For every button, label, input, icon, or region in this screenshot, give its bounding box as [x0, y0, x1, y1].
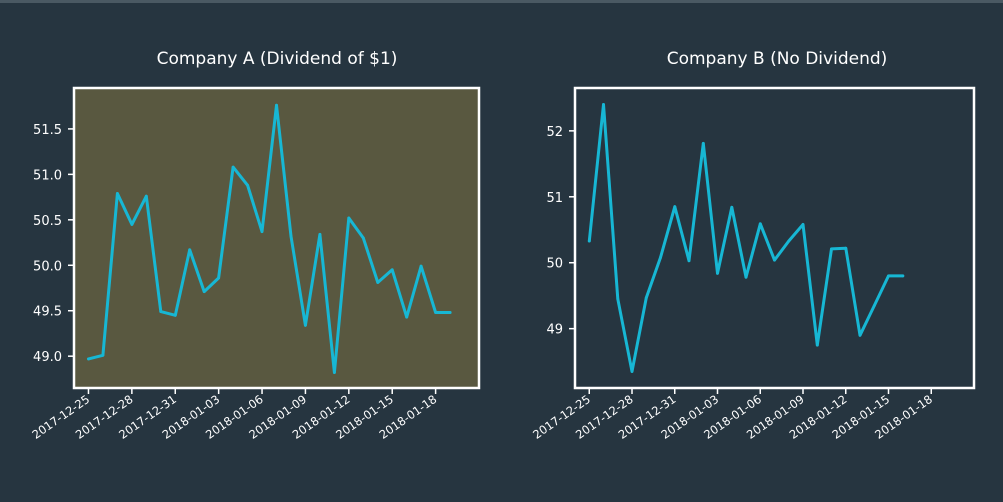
- data-point: [434, 311, 437, 314]
- chart-company-b: Company B (No Dividend) 495051522017-12-…: [530, 49, 976, 442]
- plot-frame: [72, 86, 481, 390]
- data-point: [901, 274, 905, 278]
- chart-title: Company A (Dividend of $1): [157, 49, 398, 69]
- data-point: [758, 222, 762, 226]
- data-point: [173, 313, 177, 317]
- y-tick-label: 50.0: [33, 259, 62, 274]
- data-point: [448, 311, 452, 314]
- data-point: [159, 310, 163, 313]
- data-point: [801, 223, 805, 226]
- series-line: [87, 103, 452, 374]
- data-point: [701, 142, 705, 145]
- y-tick-label: 49: [546, 323, 563, 338]
- y-tick-label: 52: [546, 125, 563, 140]
- data-point: [872, 304, 876, 307]
- data-point: [246, 183, 250, 187]
- y-tick-label: 49.5: [33, 305, 62, 320]
- data-point: [587, 239, 591, 243]
- data-point: [815, 343, 819, 347]
- data-point: [602, 103, 605, 106]
- chart-company-a: Company A (Dividend of $1) 49.0 49.5 50.0 5…: [29, 49, 481, 442]
- data-point: [333, 371, 336, 374]
- data-point: [419, 264, 423, 268]
- data-point: [644, 296, 648, 300]
- data-point: [730, 205, 734, 209]
- data-point: [887, 274, 890, 278]
- y-tick-label: 51.0: [33, 168, 62, 183]
- data-point: [101, 353, 105, 357]
- data-point: [231, 165, 235, 169]
- data-point: [659, 256, 662, 259]
- data-point: [390, 268, 394, 272]
- data-point: [830, 247, 833, 251]
- y-tick-label: 51.5: [33, 123, 62, 138]
- y-tick-label: 50: [546, 257, 563, 272]
- data-point: [716, 271, 719, 275]
- data-point: [188, 248, 192, 252]
- data-point: [347, 216, 351, 220]
- data-point: [361, 236, 365, 240]
- plot-area: [74, 88, 479, 388]
- plot-area: [575, 88, 974, 388]
- data-point: [787, 239, 791, 243]
- y-tick-label: 51: [546, 191, 563, 206]
- data-point: [304, 323, 307, 327]
- data-point: [289, 234, 293, 238]
- data-point: [858, 333, 862, 337]
- data-point: [376, 281, 380, 284]
- data-point: [144, 194, 148, 198]
- data-point: [318, 233, 322, 236]
- data-point: [405, 315, 409, 319]
- top-divider: [0, 0, 1003, 3]
- data-point: [87, 357, 90, 361]
- data-point: [616, 297, 620, 301]
- y-tick-label: 49.0: [33, 350, 62, 365]
- data-point: [202, 290, 206, 293]
- data-point: [116, 192, 119, 195]
- data-point: [744, 275, 748, 279]
- data-point: [687, 259, 691, 263]
- data-point: [673, 205, 677, 209]
- chart-title: Company B (No Dividend): [667, 49, 888, 69]
- data-point: [217, 276, 221, 280]
- plot-frame: [573, 86, 976, 390]
- data-point: [630, 370, 634, 373]
- y-tick-label: 50.5: [33, 214, 62, 229]
- data-point: [844, 246, 848, 250]
- data-point: [275, 103, 278, 107]
- data-point: [773, 258, 776, 262]
- data-point: [260, 230, 264, 234]
- data-point: [130, 223, 134, 226]
